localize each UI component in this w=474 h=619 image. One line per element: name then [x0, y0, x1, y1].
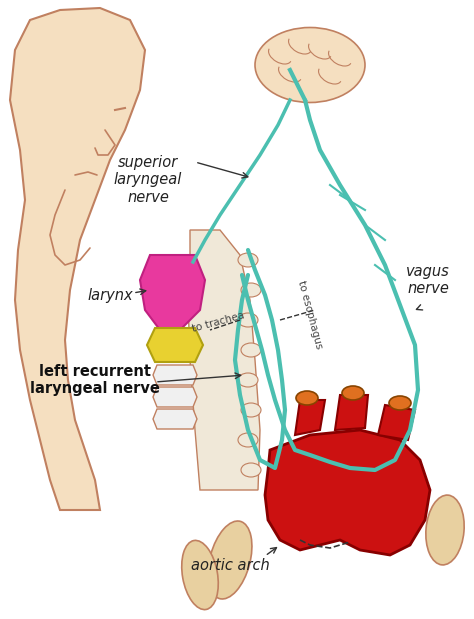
- Ellipse shape: [255, 27, 365, 103]
- Polygon shape: [265, 430, 430, 555]
- Polygon shape: [153, 365, 197, 385]
- Polygon shape: [378, 405, 415, 440]
- Polygon shape: [188, 230, 260, 490]
- Text: superior
laryngeal
nerve: superior laryngeal nerve: [114, 155, 182, 205]
- Ellipse shape: [238, 253, 258, 267]
- Polygon shape: [335, 395, 368, 430]
- Ellipse shape: [238, 433, 258, 447]
- Ellipse shape: [389, 396, 411, 410]
- Polygon shape: [140, 255, 205, 330]
- Ellipse shape: [342, 386, 364, 400]
- Ellipse shape: [208, 521, 252, 599]
- Polygon shape: [153, 409, 197, 429]
- Polygon shape: [10, 8, 145, 510]
- Ellipse shape: [241, 343, 261, 357]
- Ellipse shape: [238, 373, 258, 387]
- Text: to esophagus: to esophagus: [296, 280, 324, 350]
- Ellipse shape: [238, 313, 258, 327]
- Polygon shape: [147, 328, 203, 362]
- Text: to trachea: to trachea: [191, 310, 245, 334]
- Ellipse shape: [241, 283, 261, 297]
- Ellipse shape: [241, 463, 261, 477]
- Ellipse shape: [241, 403, 261, 417]
- Text: vagus
nerve: vagus nerve: [406, 264, 450, 297]
- Text: larynx: larynx: [87, 287, 133, 303]
- Ellipse shape: [296, 391, 318, 405]
- Ellipse shape: [182, 540, 218, 610]
- Polygon shape: [295, 400, 325, 435]
- Text: left recurrent
laryngeal nerve: left recurrent laryngeal nerve: [30, 364, 160, 396]
- Ellipse shape: [426, 495, 464, 565]
- Text: aortic arch: aortic arch: [191, 558, 269, 573]
- Polygon shape: [153, 387, 197, 407]
